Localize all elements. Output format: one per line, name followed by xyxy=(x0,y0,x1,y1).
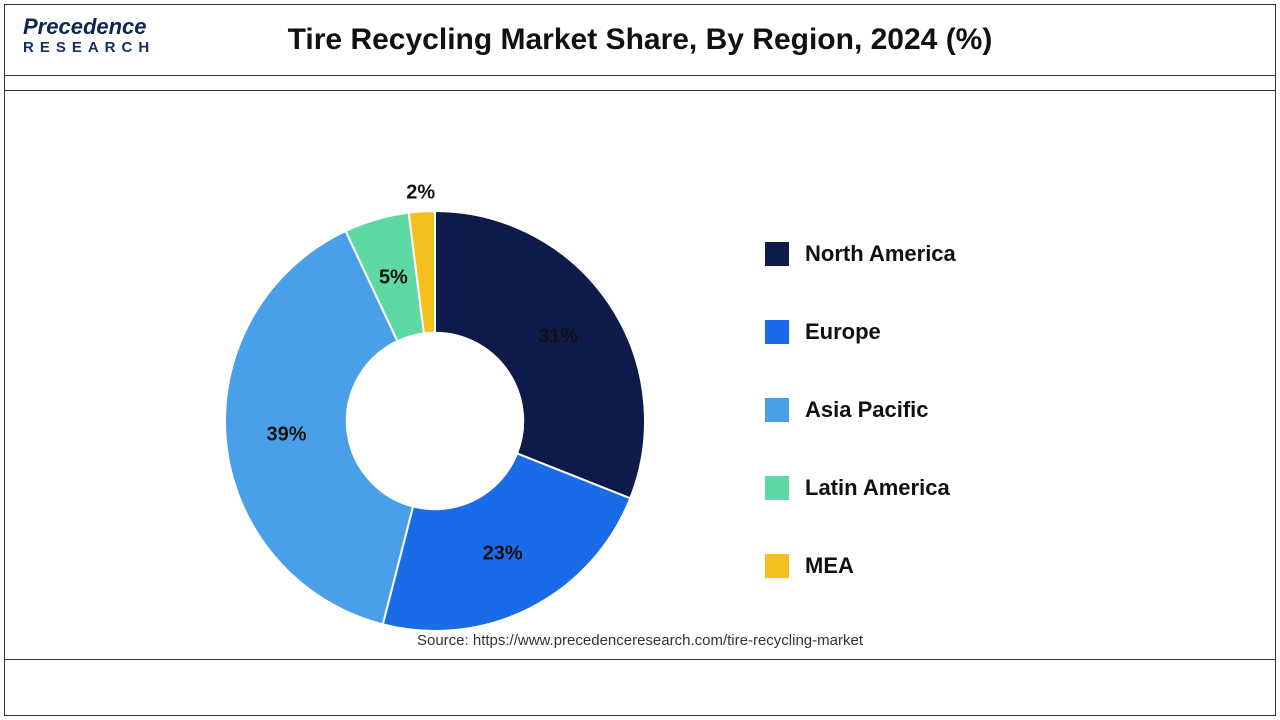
legend-swatch xyxy=(765,554,789,578)
legend-label: Latin America xyxy=(805,475,950,501)
legend-label: MEA xyxy=(805,553,854,579)
chart-frame: 31% 23% 39% 5% 2% North America Europe Asia Pa… xyxy=(4,90,1276,660)
slice-label: 2% xyxy=(406,182,435,205)
legend-label: Asia Pacific xyxy=(805,397,929,423)
legend-swatch xyxy=(765,398,789,422)
logo-line1: Precedence xyxy=(23,14,147,39)
legend-item: North America xyxy=(765,241,1165,267)
brand-logo: Precedence RESEARCH xyxy=(23,15,155,56)
donut-svg xyxy=(205,191,665,651)
slice-label: 5% xyxy=(379,266,408,289)
legend-swatch xyxy=(765,476,789,500)
legend-label: North America xyxy=(805,241,956,267)
legend-item: MEA xyxy=(765,553,1165,579)
slice-label: 39% xyxy=(267,424,307,447)
header-bar: Precedence RESEARCH Tire Recycling Marke… xyxy=(4,4,1276,76)
donut-chart: 31%23%39%5%2% xyxy=(205,191,665,651)
logo-line2: RESEARCH xyxy=(23,40,155,56)
slice-label: 23% xyxy=(483,542,523,565)
source-text: Source: https://www.precedenceresearch.c… xyxy=(5,632,1275,649)
legend-item: Latin America xyxy=(765,475,1165,501)
legend-label: Europe xyxy=(805,319,881,345)
legend: North America Europe Asia Pacific Latin Ame… xyxy=(765,241,1165,631)
slice-label: 31% xyxy=(538,326,578,349)
donut-slice xyxy=(435,211,645,498)
legend-swatch xyxy=(765,320,789,344)
legend-item: Europe xyxy=(765,319,1165,345)
legend-swatch xyxy=(765,242,789,266)
chart-title: Tire Recycling Market Share, By Region, … xyxy=(5,23,1275,57)
legend-item: Asia Pacific xyxy=(765,397,1165,423)
